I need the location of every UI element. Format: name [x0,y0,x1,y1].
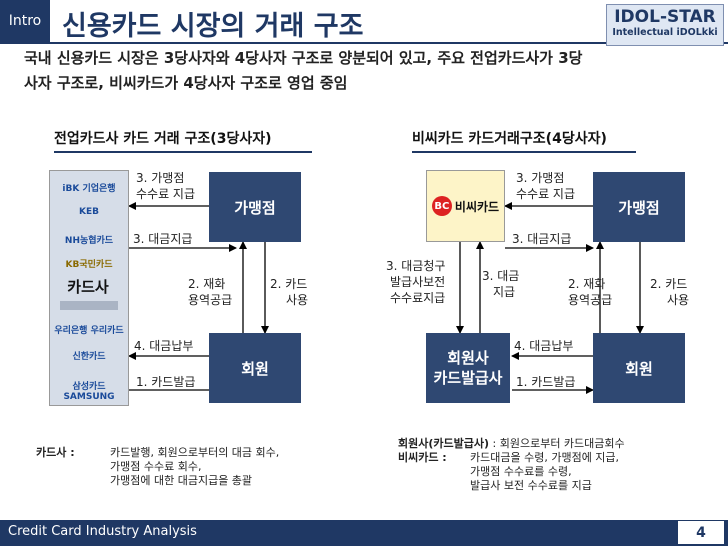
right-note-row-1: 회원사(카드발급사) : 회원으로부터 카드대금회수 [398,437,625,451]
left-note-term: 카드사 : [36,446,75,459]
member-issuer-line-2: 카드발급사 [433,369,503,387]
card-issuer-panel: iBK 기업은행 KEB NH농협카드 KB국민카드 우리은행 우리카드 신한카… [49,170,129,406]
brand-logo-sub: Intellectual iDOLkki [612,27,718,38]
right-label-goods-2: 용역공급 [568,293,613,307]
left-label-card-use-2: 사용 [286,293,309,307]
hyundai-card-logo [60,301,118,310]
right-label-pay-2: 지급 [493,285,516,299]
right-merchant-box: 가맹점 [593,172,685,242]
left-note-line-3: 가맹점에 대한 대금지급을 총괄 [110,474,253,487]
right-label-card-use-1: 2. 카드 [650,277,688,291]
brand-logo: IDOL-STAR Intellectual iDOLkki [606,4,724,46]
right-label-card-issue: 1. 카드발급 [516,375,576,389]
right-note-line-1: 카드대금을 수령, 가맹점에 지급, [470,451,620,464]
kb-card-logo: KB국민카드 [65,260,113,270]
page-number: 4 [678,521,724,544]
right-label-goods-1: 2. 재화 [568,277,606,291]
keb-logo: KEB [79,207,99,217]
left-note-desc: 카드발행, 회원으로부터의 대금 회수, 가맹점 수수료 회수, 가맹점에 대한… [110,446,279,488]
nh-card-logo: NH농협카드 [64,236,114,246]
right-note-line-3: 발급사 보전 수수료를 지급 [470,479,592,492]
left-member-box: 회원 [209,333,301,403]
right-heading-underline [412,151,636,153]
left-label-goods-2: 용역공급 [188,293,233,307]
left-label-goods-1: 2. 재화 [188,277,226,291]
right-label-repayment: 4. 대금납부 [514,339,574,353]
bc-logo-text: 비씨카드 [454,199,500,214]
bc-logo-mark: BC [431,196,452,216]
left-label-card-issue: 1. 카드발급 [136,375,196,389]
left-note-line-1: 카드발행, 회원으로부터의 대금 회수, [110,446,280,459]
intro-paragraph: 국내 신용카드 시장은 3당사자와 4당사자 구조로 양분되어 있고, 주요 전… [24,46,714,96]
left-label-card-use-1: 2. 카드 [270,277,308,291]
member-issuer-line-1: 회원사 [447,349,489,367]
right-note-desc-2: 카드대금을 수령, 가맹점에 지급, 가맹점 수수료를 수령, 발급사 보전 수… [470,451,619,493]
right-label-payment: 3. 대금지급 [512,232,572,246]
title-divider [0,42,728,44]
woori-card-logo: 우리은행 우리카드 [54,326,124,336]
ibk-logo: iBK 기업은행 [62,184,116,194]
left-merchant-box: 가맹점 [209,172,301,242]
left-heading-underline [54,151,312,153]
left-label-payment: 3. 대금지급 [133,232,193,246]
left-label-repayment: 4. 대금납부 [134,339,194,353]
right-label-pay-1: 3. 대금 [482,269,520,283]
right-label-card-use-2: 사용 [667,293,690,307]
left-note-line-2: 가맹점 수수료 회수, [110,460,202,473]
intro-tag: Intro [0,0,50,42]
samsung-card-logo: 삼성카드 SAMSUNG [63,382,115,402]
member-issuer-box: 회원사 카드발급사 [426,333,510,403]
intro-line-1: 국내 신용카드 시장은 3당사자와 4당사자 구조로 양분되어 있고, 주요 전… [24,49,583,67]
right-label-claim-2: 발급사보전 [390,275,446,289]
right-note-desc-1: : 회원으로부터 카드대금회수 [489,437,625,450]
footer-title: Credit Card Industry Analysis [8,524,197,539]
right-label-fee-2: 수수료 지급 [516,187,576,201]
left-diagram-heading: 전업카드사 카드 거래 구조(3당사자) [54,131,272,147]
right-note-line-2: 가맹점 수수료를 수령, [470,465,572,478]
right-note-term-2: 비씨카드 : [398,451,447,464]
left-label-fee-2: 수수료 지급 [136,187,196,201]
bc-card-logo: BC 비씨카드 [431,196,500,216]
intro-line-2: 사자 구조로, 비씨카드가 4당사자 구조로 영업 중임 [24,74,348,92]
brand-logo-main: IDOL-STAR [614,7,716,27]
right-label-claim-1: 3. 대금청구 [386,259,446,273]
card-issuer-label: 카드사 [67,278,109,296]
right-diagram-heading: 비씨카드 카드거래구조(4당사자) [412,131,607,147]
right-label-fee-1: 3. 가맹점 [516,171,565,185]
bc-card-box: BC 비씨카드 [426,170,505,242]
right-member-box: 회원 [593,333,685,403]
right-note-term-1: 회원사(카드발급사) [398,437,490,450]
right-label-claim-3: 수수료지급 [390,291,446,305]
shinhan-card-logo: 신한카드 [72,352,106,362]
page-title: 신용카드 시장의 거래 구조 [62,11,364,42]
footer-bar [0,520,728,546]
left-label-fee-1: 3. 가맹점 [136,171,185,185]
